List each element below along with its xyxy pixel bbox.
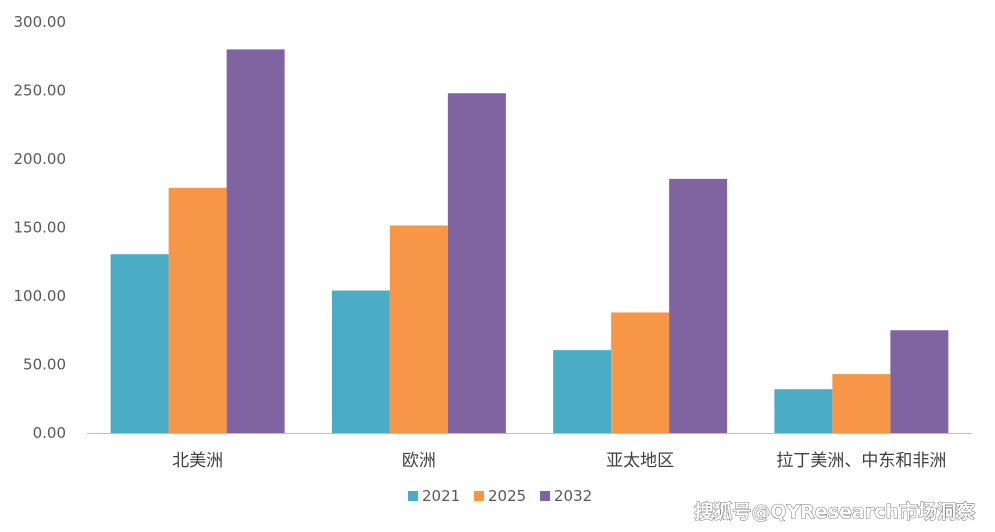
x-category-label: 北美洲	[172, 451, 223, 471]
y-tick-label: 0.00	[33, 424, 66, 442]
bar-2032-3	[890, 330, 949, 433]
legend-swatch-2032	[540, 491, 550, 501]
y-tick-label: 200.00	[14, 150, 67, 168]
bar-2025-1	[389, 225, 448, 433]
bar-2021-2	[553, 350, 612, 433]
bar-2021-3	[774, 389, 833, 433]
bar-2025-0	[168, 187, 227, 433]
bar-2032-0	[226, 49, 285, 434]
y-axis-ticks: 0.00 50.00 100.00 150.00 200.00 250.00 300.00	[14, 13, 67, 442]
x-category-label: 亚太地区	[606, 451, 674, 471]
watermark-text: 搜狐号@QYResearch市场洞察	[694, 500, 976, 523]
legend-label-2025: 2025	[488, 487, 526, 505]
bar-2021-1	[331, 290, 390, 433]
legend-label-2021: 2021	[422, 487, 460, 505]
y-tick-label: 300.00	[14, 13, 67, 31]
bar-2032-2	[669, 178, 728, 433]
bar-2032-1	[447, 93, 506, 434]
x-category-label: 欧洲	[402, 451, 436, 471]
y-tick-label: 150.00	[14, 219, 67, 237]
y-tick-label: 100.00	[14, 287, 67, 305]
bars	[110, 49, 949, 434]
bar-2021-0	[110, 254, 169, 433]
category-labels: 北美洲 欧洲 亚太地区 拉丁美洲、中东和非洲	[172, 451, 946, 471]
bar-2025-3	[832, 374, 891, 433]
legend-swatch-2021	[408, 491, 418, 501]
x-category-label: 拉丁美洲、中东和非洲	[776, 451, 946, 471]
legend-label-2032: 2032	[554, 487, 592, 505]
y-tick-label: 50.00	[23, 356, 66, 374]
y-tick-label: 250.00	[14, 82, 67, 100]
legend: 2021 2025 2032	[408, 487, 592, 505]
bar-2025-2	[611, 312, 670, 433]
legend-swatch-2025	[474, 491, 484, 501]
